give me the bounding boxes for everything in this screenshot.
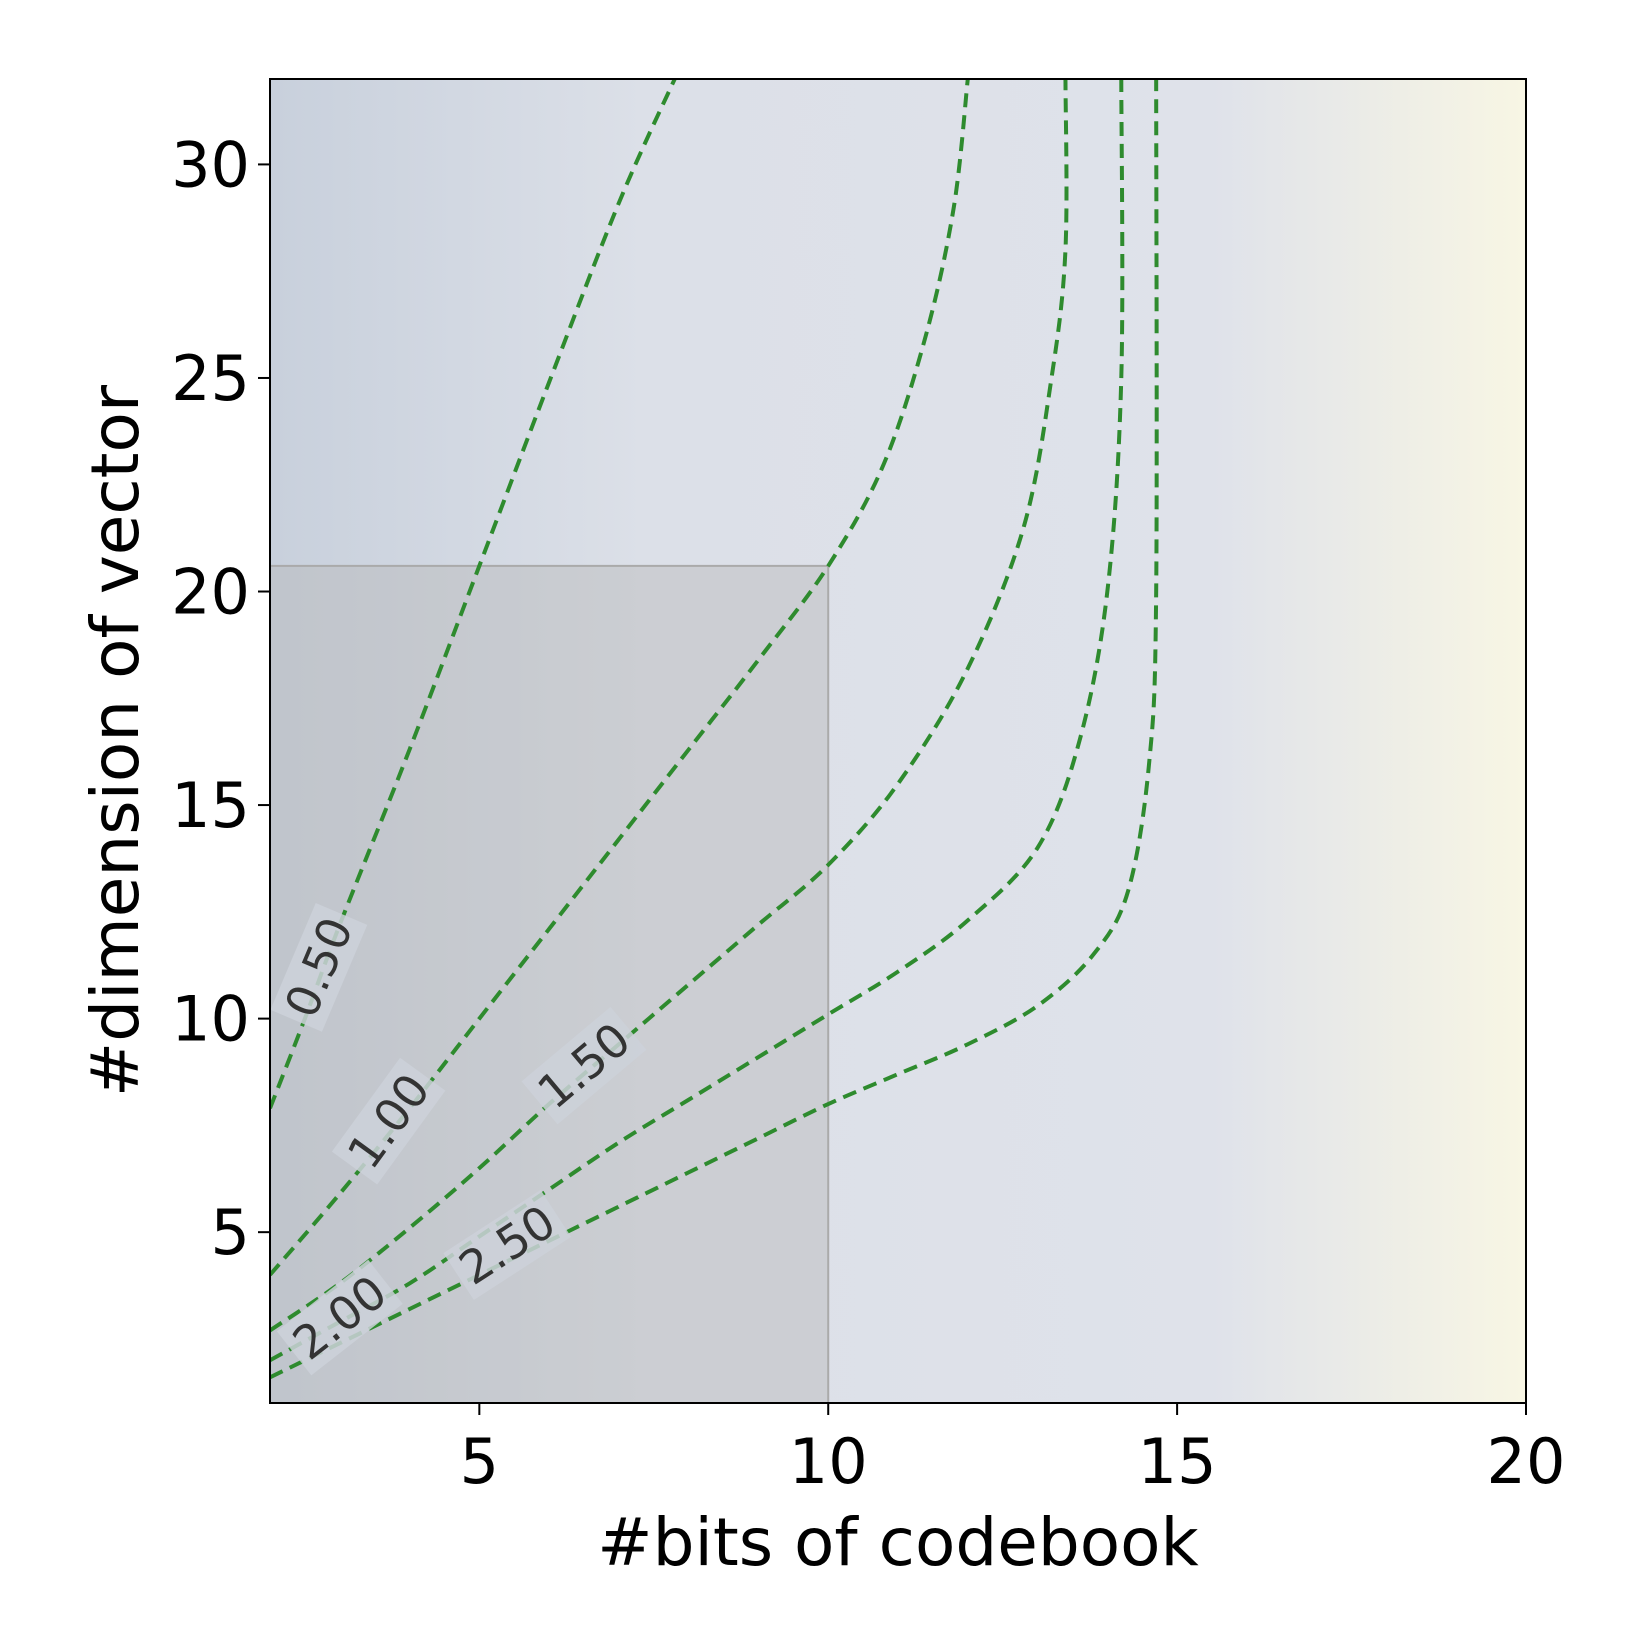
y-axis-title: #dimension of vector	[77, 384, 154, 1097]
x-tick-label: 5	[460, 1425, 499, 1498]
y-tick-label: 10	[171, 983, 250, 1056]
x-tick-label: 15	[1138, 1425, 1217, 1498]
y-tick-label: 15	[171, 769, 250, 842]
y-tick-label: 20	[171, 556, 250, 629]
y-tick-label: 25	[171, 342, 250, 415]
y-tick-label: 30	[171, 128, 250, 201]
contour-labels: 0.501.00 1.502.002.50	[270, 903, 647, 1376]
x-axis-title: #bits of codebook	[597, 1504, 1199, 1581]
contour-line-2.00	[270, 79, 1125, 1363]
contour-line-1.50	[270, 79, 1069, 1333]
x-axis: 5 10 15 20	[460, 1403, 1566, 1498]
y-axis: 5 10 15 20 25 30	[171, 128, 270, 1269]
x-tick-label: 20	[1487, 1425, 1566, 1498]
plot-background	[270, 79, 1526, 1403]
y-tick-label: 5	[211, 1196, 250, 1269]
x-tick-label: 10	[789, 1425, 868, 1498]
plot-frame	[269, 78, 1527, 1404]
